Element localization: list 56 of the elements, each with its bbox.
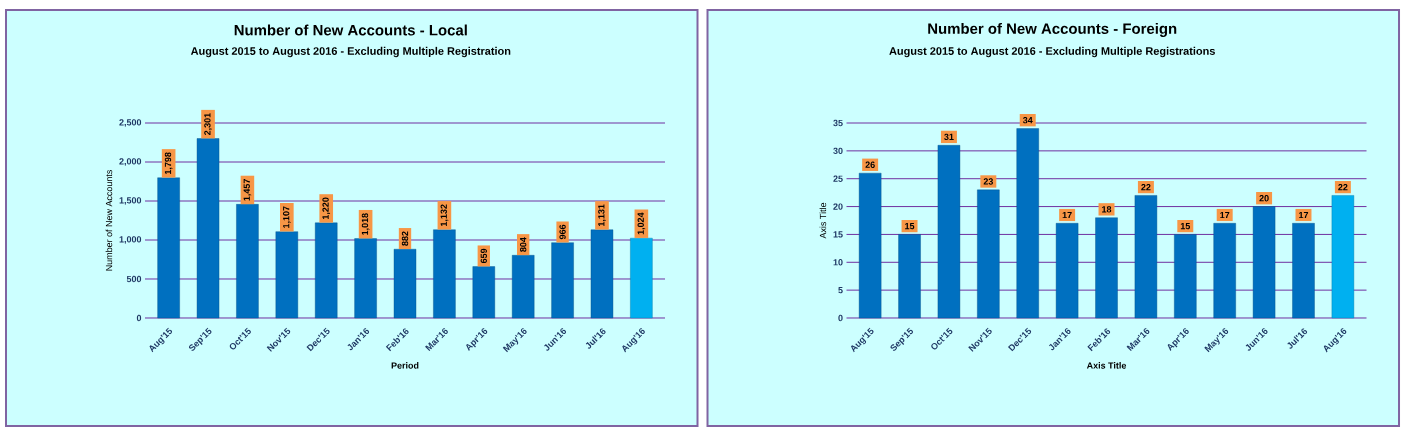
x-axis-title: Period <box>391 362 419 369</box>
data-label: 882 <box>401 231 409 246</box>
y-tick-label: 15 <box>833 231 843 238</box>
data-label: 23 <box>983 178 993 185</box>
x-axis-title: Axis Title <box>1086 362 1127 369</box>
y-tick-label: 5 <box>838 287 843 294</box>
data-label: 1,457 <box>243 179 252 201</box>
y-tick-label: 2,500 <box>119 119 142 127</box>
data-label: 26 <box>865 161 875 168</box>
y-tick-label: 2,000 <box>119 158 142 166</box>
bar <box>315 222 338 319</box>
data-label: 31 <box>944 133 954 141</box>
data-label: 1,107 <box>282 206 291 228</box>
data-label: 1,131 <box>598 204 606 227</box>
bar <box>1174 234 1197 319</box>
data-label: 1,132 <box>440 204 449 226</box>
chart-title: Number of New Accounts - Local <box>234 24 467 36</box>
y-tick-label: 0 <box>838 314 843 322</box>
data-label: 22 <box>1141 183 1151 191</box>
data-label: 659 <box>480 248 487 264</box>
data-label: 1,018 <box>361 213 370 235</box>
y-axis-title: Number of New Accounts <box>105 170 113 271</box>
data-label: 17 <box>1299 211 1309 219</box>
chart-subtitle: August 2015 to August 2016 - Excluding Multiple Registration <box>190 46 511 58</box>
bar <box>1016 128 1039 319</box>
y-tick-label: 20 <box>833 203 843 210</box>
bar <box>472 266 495 319</box>
data-label: 804 <box>520 237 527 252</box>
y-tick-label: 0 <box>136 314 142 322</box>
y-tick-label: 10 <box>833 259 843 266</box>
data-label: 1,220 <box>322 197 331 220</box>
y-tick-label: 30 <box>833 147 843 155</box>
y-tick-label: 1,500 <box>119 197 142 205</box>
chart-title: Number of New Accounts - Foreign <box>928 23 1177 37</box>
data-label: 1,024 <box>637 212 646 235</box>
data-label: 34 <box>1022 117 1033 124</box>
data-label: 2,301 <box>204 113 212 136</box>
bar <box>590 229 614 319</box>
data-label: 22 <box>1338 183 1348 191</box>
y-tick-label: 1,000 <box>119 236 142 244</box>
data-label: 1,798 <box>164 152 173 174</box>
bar <box>393 249 417 319</box>
data-label: 15 <box>1180 222 1191 230</box>
data-label: 17 <box>1220 211 1230 219</box>
data-label: 17 <box>1062 211 1072 219</box>
data-label: 18 <box>1102 206 1112 213</box>
y-tick-label: 35 <box>833 119 843 127</box>
bar <box>630 237 653 319</box>
bar <box>551 242 574 319</box>
y-tick-label: 500 <box>126 275 142 283</box>
data-label: 966 <box>559 224 566 240</box>
data-label: 20 <box>1259 195 1269 202</box>
data-label: 15 <box>905 222 915 230</box>
y-tick-label: 25 <box>833 175 843 182</box>
chart-subtitle: August 2015 to August 2016 - Excluding Multiple Registrations <box>889 46 1215 58</box>
y-axis-title: Axis Title <box>819 202 827 239</box>
